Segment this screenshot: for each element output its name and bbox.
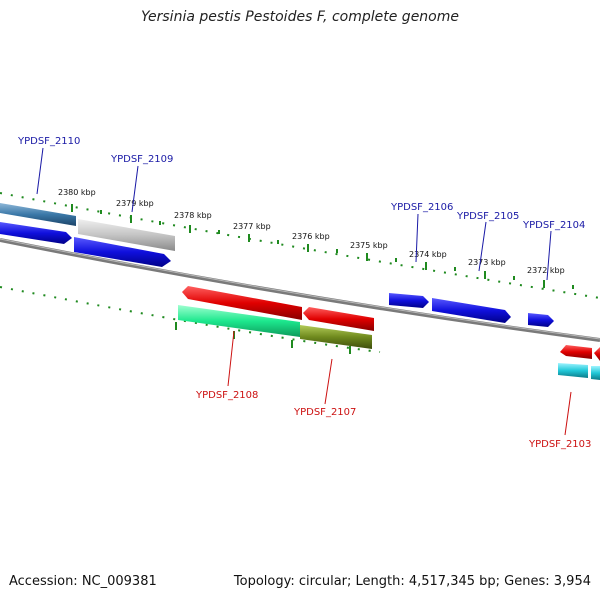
gene-block-ypdsf-2107[interactable] [300,325,372,349]
gene-label-ypdsf-2104[interactable]: YPDSF_2104 [522,220,585,231]
gene-arrow-blue-2[interactable] [74,237,171,267]
gene-label-ypdsf-2108[interactable]: YPDSF_2108 [195,390,258,401]
upper-scale-ticks [71,204,574,289]
gene-label-ypdsf-2105[interactable]: YPDSF_2105 [456,211,519,222]
scale-label: 2373 kbp [468,258,506,267]
gene-arrow-ypdsf-2106[interactable] [389,293,429,308]
gene-label-ypdsf-2107[interactable]: YPDSF_2107 [293,407,356,418]
scale-label: 2377 kbp [233,222,271,231]
gene-arrow-red-4[interactable] [594,347,600,361]
gene-arrow-red-1[interactable] [182,286,302,320]
gene-arrow-ypdsf-2105[interactable] [432,298,511,323]
genome-backbone [0,238,600,342]
gene-arrow-ypdsf-2109[interactable] [78,219,175,251]
scale-label: 2375 kbp [350,241,388,250]
scale-label: 2379 kbp [116,199,154,208]
gene-block-cyan-2[interactable] [591,366,600,380]
gene-block-ypdsf-2108[interactable] [178,305,300,337]
gene-block-ypdsf-2103[interactable] [558,363,588,378]
gene-label-ypdsf-2109[interactable]: YPDSF_2109 [110,154,173,165]
gene-arrow-left-blue[interactable] [0,222,72,244]
gene-arrow-red-3[interactable] [560,345,592,359]
scale-label: 2378 kbp [174,211,212,220]
gene-arrow-ypdsf-2104[interactable] [528,313,554,327]
scale-label: 2372 kbp [527,266,565,275]
genome-summary-text: Topology: circular; Length: 4,517,345 bp… [233,574,591,589]
scale-label: 2374 kbp [409,250,447,259]
gene-leader-lines [36,147,572,436]
gene-label-ypdsf-2103[interactable]: YPDSF_2103 [528,439,591,450]
map-title: Yersinia pestis Pestoides F, complete ge… [141,9,459,25]
scale-label: 2376 kbp [292,232,330,241]
gene-label-ypdsf-2110[interactable]: YPDSF_2110 [17,136,80,147]
gene-arrow-ypdsf-2110[interactable] [0,203,76,226]
gene-label-ypdsf-2106[interactable]: YPDSF_2106 [390,202,453,213]
accession-text: Accession: NC_009381 [9,574,157,589]
scale-label: 2380 kbp [58,188,96,197]
gene-arrow-red-2[interactable] [303,307,374,331]
